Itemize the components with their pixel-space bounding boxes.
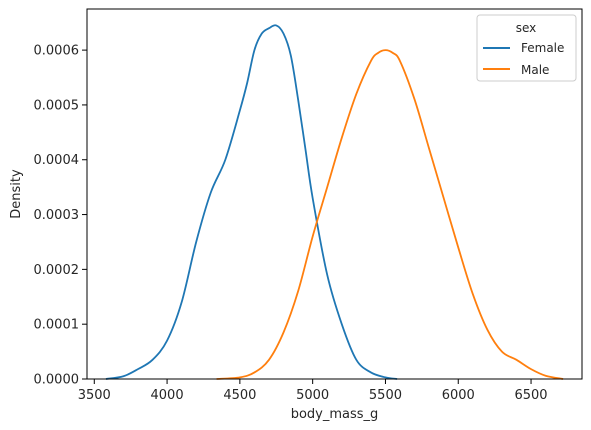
plot-area — [86, 8, 583, 380]
y-axis: 0.0000 0.0001 0.0002 0.0003 0.0004 0.0005 0.00… — [34, 44, 87, 388]
x-tick-label: 5000 — [296, 388, 329, 403]
legend-title: sex — [516, 21, 537, 35]
series-line-female — [105, 24, 398, 380]
x-axis-label: body_mass_g — [291, 407, 379, 422]
x-tick-label: 6500 — [514, 388, 547, 403]
y-tick-label: 0.0004 — [34, 153, 80, 168]
y-tick-label: 0.0006 — [34, 44, 80, 59]
legend-entry-male: Male — [521, 63, 549, 77]
y-tick-label: 0.0002 — [34, 263, 80, 278]
x-tick-label: 6000 — [442, 388, 475, 403]
y-tick-label: 0.0001 — [34, 318, 80, 333]
x-tick-label: 4000 — [151, 388, 184, 403]
y-tick-label: 0.0005 — [34, 98, 80, 113]
y-tick-label: 0.0003 — [34, 208, 80, 223]
legend-frame — [476, 14, 577, 82]
series-layer — [105, 24, 564, 380]
series-line-male — [216, 49, 564, 380]
x-tick-label: 3500 — [78, 388, 111, 403]
y-axis-label: Density — [9, 169, 24, 219]
legend: sex Female Male — [476, 14, 577, 82]
plot-frame — [86, 8, 583, 380]
x-tick-label: 4500 — [223, 388, 256, 403]
x-axis: 3500 4000 4500 5000 5500 6000 6500 — [78, 379, 548, 403]
legend-entry-female: Female — [521, 41, 564, 55]
y-tick-label: 0.0000 — [34, 373, 80, 388]
x-tick-label: 5500 — [369, 388, 402, 403]
